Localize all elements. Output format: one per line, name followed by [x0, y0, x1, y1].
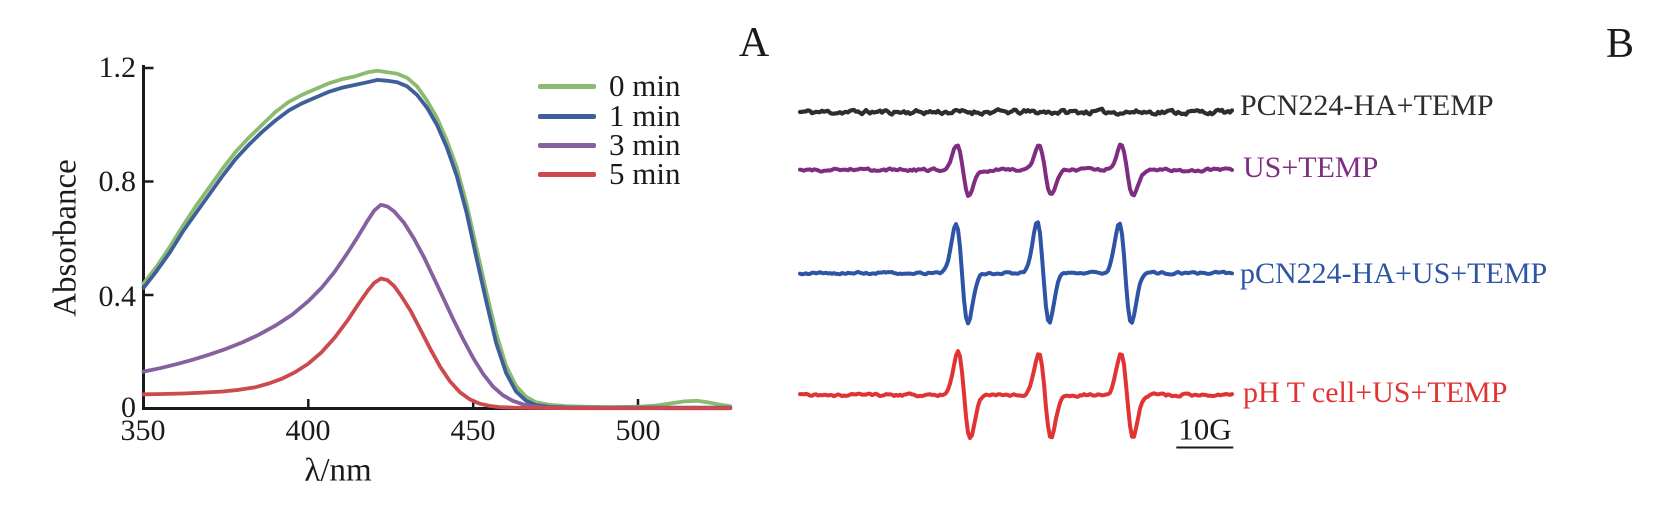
- y-tick-label-0_4: 0.4: [98, 280, 137, 313]
- legend-label-0min: 0 min: [609, 68, 681, 103]
- y-tick-label-0_8: 0.8: [98, 165, 137, 198]
- legend-item-1min: 1 min: [538, 98, 681, 133]
- legend-line-5min: [538, 171, 596, 177]
- epr-label-pcn224-ha-us-temp: pCN224-HA+US+TEMP: [1240, 257, 1548, 290]
- legend-line-1min: [538, 113, 596, 119]
- scale-bar-10g: 10G: [1176, 411, 1234, 449]
- x-axis-title: λ/nm: [304, 452, 372, 489]
- legend-item-5min: 5 min: [538, 156, 681, 191]
- x-tick-label-500: 500: [615, 414, 661, 447]
- x-tick-label-450: 450: [450, 414, 496, 447]
- legend-label-1min: 1 min: [609, 98, 681, 133]
- absorbance-chart-axes-and-curves: [141, 65, 733, 411]
- legend-item-3min: 3 min: [538, 127, 681, 162]
- epr-label-us-temp: US+TEMP: [1243, 151, 1379, 184]
- panel-label-b: B: [1605, 21, 1635, 67]
- y-tick-label-0: 0: [121, 391, 136, 424]
- panel-label-a: A: [738, 20, 770, 66]
- y-tick-label-1_2: 1.2: [98, 51, 137, 84]
- legend-label-5min: 5 min: [609, 156, 681, 191]
- legend-item-0min: 0 min: [538, 68, 681, 103]
- epr-label-pcn224-ha-temp: PCN224-HA+TEMP: [1240, 89, 1494, 122]
- legend-label-3min: 3 min: [609, 127, 681, 162]
- legend-line-3min: [538, 142, 596, 148]
- epr-label-ph-t-cell-us-temp: pH T cell+US+TEMP: [1243, 376, 1508, 409]
- x-tick-label-400: 400: [285, 414, 331, 447]
- epr-traces: [797, 106, 1235, 440]
- x-tick-label-350: 350: [120, 414, 166, 447]
- legend-line-0min: [538, 83, 596, 89]
- y-axis-title: Absorbance: [47, 159, 84, 317]
